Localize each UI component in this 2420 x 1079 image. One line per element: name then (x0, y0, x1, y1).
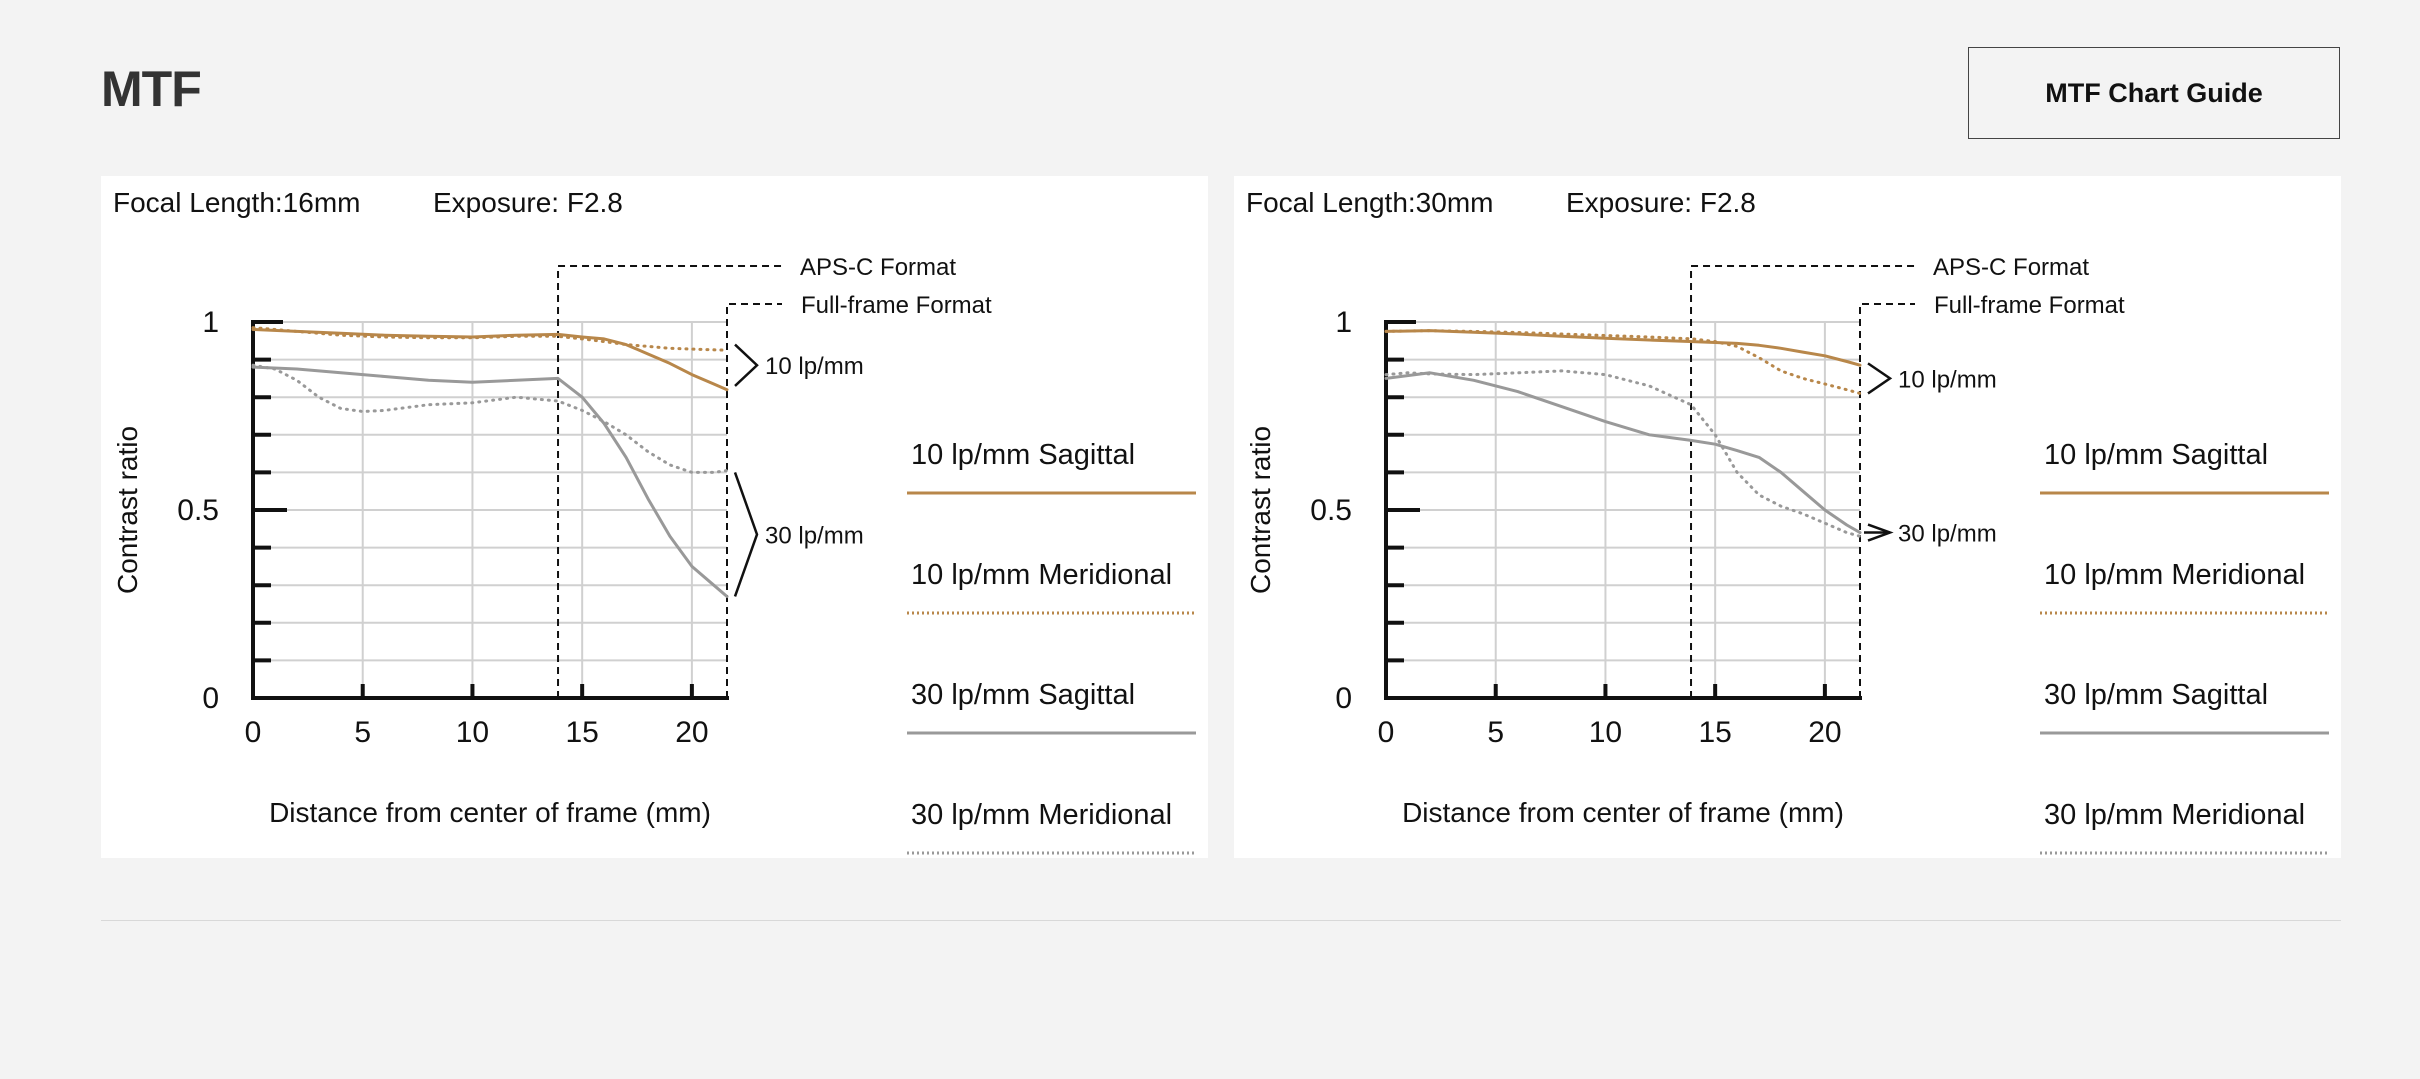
format-label-aps-c-format: APS-C Format (800, 254, 956, 281)
focal-length-label: Focal Length:16mm (113, 187, 360, 218)
y-tick-label: 0.5 (177, 494, 219, 527)
format-label-full-frame-format: Full-frame Format (1934, 292, 2125, 319)
series-line-30-lp-mm-sagittal (1384, 371, 1862, 535)
format-label-aps-c-format: APS-C Format (1933, 254, 2089, 281)
y-tick-label: 0 (202, 682, 219, 715)
y-axis-label: Contrast ratio (112, 426, 143, 594)
exposure-label: Exposure: F2.8 (433, 187, 623, 218)
group-bracket-30-lp-mm (1867, 523, 1894, 542)
legend-label-10-lp-mm-sagittal: 10 lp/mm Sagittal (2044, 439, 2268, 471)
group-label-10-lp-mm: 10 lp/mm (1898, 366, 1997, 393)
legend-label-10-lp-mm-meridional: 10 lp/mm Meridional (2044, 559, 2305, 591)
series-line-10-lp-mm-sagittal (1384, 329, 1862, 367)
y-tick-label: 1 (202, 306, 219, 339)
x-tick-label: 15 (565, 716, 598, 749)
x-tick-label: 10 (456, 716, 489, 749)
y-tick-label: 0 (1335, 682, 1352, 715)
x-tick-label: 20 (675, 716, 708, 749)
legend-label-10-lp-mm-sagittal: 10 lp/mm Sagittal (911, 439, 1135, 471)
legend-label-30-lp-mm-meridional: 30 lp/mm Meridional (2044, 799, 2305, 831)
group-bracket-10-lp-mm (1867, 362, 1893, 395)
group-label-30-lp-mm: 30 lp/mm (765, 522, 864, 549)
x-tick-label: 5 (354, 716, 371, 749)
exposure-label: Exposure: F2.8 (1566, 187, 1756, 218)
x-axis-label: Distance from center of frame (mm) (269, 797, 711, 828)
series-line-30-lp-mm-meridional (251, 363, 729, 474)
group-label-10-lp-mm: 10 lp/mm (765, 353, 864, 380)
section-divider (101, 920, 2341, 921)
group-label-30-lp-mm: 30 lp/mm (1898, 521, 1997, 548)
y-tick-label: 1 (1335, 306, 1352, 339)
legend-label-30-lp-mm-sagittal: 30 lp/mm Sagittal (911, 679, 1135, 711)
series-line-10-lp-mm-sagittal (251, 328, 729, 392)
mtf-chart-30mm: Focal Length:30mm Exposure: F2.8 APS-C For… (1245, 187, 2329, 855)
mtf-chart-panel-30mm: Focal Length:30mm Exposure: F2.8 APS-C For… (1234, 176, 2341, 858)
y-axis-label: Contrast ratio (1245, 426, 1276, 594)
legend-label-10-lp-mm-meridional: 10 lp/mm Meridional (911, 559, 1172, 591)
x-tick-label: 0 (1378, 716, 1395, 749)
mtf-chart-16mm: Focal Length:16mm Exposure: F2.8 APS-C For… (112, 187, 1196, 855)
x-tick-label: 5 (1487, 716, 1504, 749)
mtf-chart-guide-button[interactable]: MTF Chart Guide (1968, 47, 2340, 139)
group-bracket-30-lp-mm (733, 471, 759, 597)
x-axis-label: Distance from center of frame (mm) (1402, 797, 1844, 828)
page-title: MTF (101, 61, 202, 117)
x-tick-label: 10 (1589, 716, 1622, 749)
group-bracket-10-lp-mm (734, 343, 759, 387)
legend-label-30-lp-mm-meridional: 30 lp/mm Meridional (911, 799, 1172, 831)
focal-length-label: Focal Length:30mm (1246, 187, 1493, 218)
x-tick-label: 15 (1698, 716, 1731, 749)
mtf-chart-panel-16mm: Focal Length:16mm Exposure: F2.8 APS-C For… (101, 176, 1208, 858)
series-line-30-lp-mm-meridional (1384, 369, 1862, 538)
legend-label-30-lp-mm-sagittal: 30 lp/mm Sagittal (2044, 679, 2268, 711)
x-tick-label: 0 (245, 716, 262, 749)
series-line-10-lp-mm-meridional (251, 326, 729, 352)
x-tick-label: 20 (1808, 716, 1841, 749)
format-boundary-line-aps-c-format (557, 265, 784, 698)
y-tick-label: 0.5 (1310, 494, 1352, 527)
format-label-full-frame-format: Full-frame Format (801, 292, 992, 319)
format-boundary-line-aps-c-format (1690, 265, 1917, 698)
series-line-30-lp-mm-sagittal (251, 365, 729, 598)
